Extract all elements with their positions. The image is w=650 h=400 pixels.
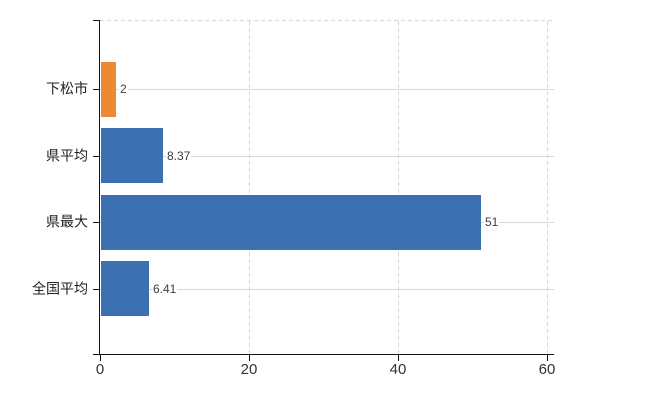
y-tick [93, 89, 100, 90]
x-tick-label: 40 [389, 361, 407, 378]
v-gridline [398, 21, 399, 354]
bar-value-label: 8.37 [166, 148, 192, 163]
plot-top-border [100, 20, 554, 21]
v-gridline [249, 21, 250, 354]
bar-value-label: 51 [484, 215, 500, 229]
bar [101, 62, 116, 117]
bar [101, 195, 481, 250]
h-gridline [100, 89, 554, 90]
category-label: 下松市 [46, 80, 88, 97]
x-tick-label: 0 [95, 361, 105, 378]
bar [101, 128, 163, 183]
bar [101, 261, 149, 316]
h-gridline [100, 289, 554, 290]
x-tick-label: 60 [538, 361, 556, 378]
x-tick [547, 355, 548, 361]
category-label: 県平均 [46, 146, 88, 163]
x-tick [249, 355, 250, 361]
y-tick [93, 289, 100, 290]
bar-value-label: 6.41 [152, 281, 178, 296]
bar-value-label: 2 [119, 82, 128, 96]
x-tick [398, 355, 399, 361]
category-label: 全国平均 [32, 279, 88, 296]
x-tick [100, 355, 101, 361]
y-tick [93, 20, 100, 21]
y-tick [93, 156, 100, 157]
y-axis-line [99, 20, 100, 354]
x-axis-line [93, 354, 554, 355]
h-gridline [100, 156, 554, 157]
x-tick-label: 20 [240, 361, 258, 378]
v-gridline [547, 21, 548, 354]
y-tick [93, 222, 100, 223]
category-label: 県最大 [46, 213, 88, 230]
